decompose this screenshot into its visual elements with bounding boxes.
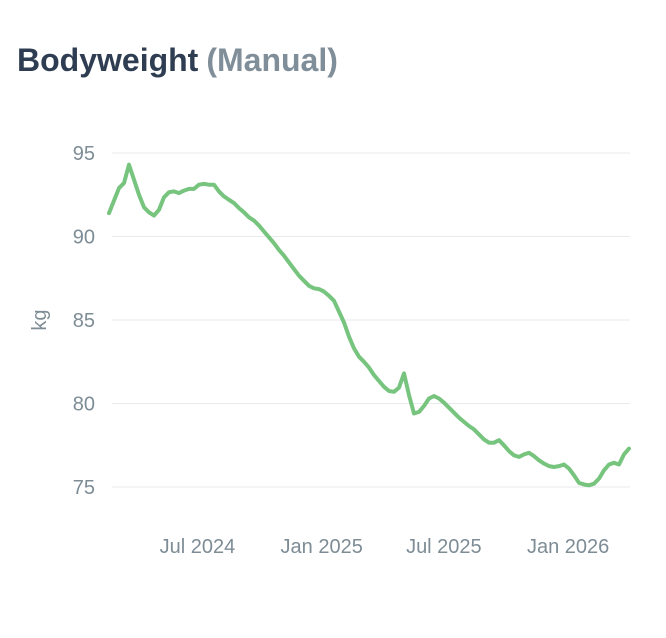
page-title: Bodyweight (Manual) [17,42,338,79]
y-tick-label-90: 90 [73,227,95,249]
y-tick-label-95: 95 [73,143,95,165]
bodyweight-series-line [107,162,631,488]
y-tick-label-75: 75 [73,477,95,499]
x-tick-label-jul-2024: Jul 2024 [160,536,236,558]
x-tick-label-jan-2026: Jan 2026 [527,536,609,558]
page-title-text: Bodyweight [17,42,199,78]
page-title-subtitle: (Manual) [206,42,338,78]
x-tick-label-jan-2025: Jan 2025 [281,536,363,558]
y-tick-label-80: 80 [73,394,95,416]
y-axis-title: kg [29,309,51,330]
x-tick-label-jul-2025: Jul 2025 [406,536,482,558]
y-tick-label-85: 85 [73,310,95,332]
